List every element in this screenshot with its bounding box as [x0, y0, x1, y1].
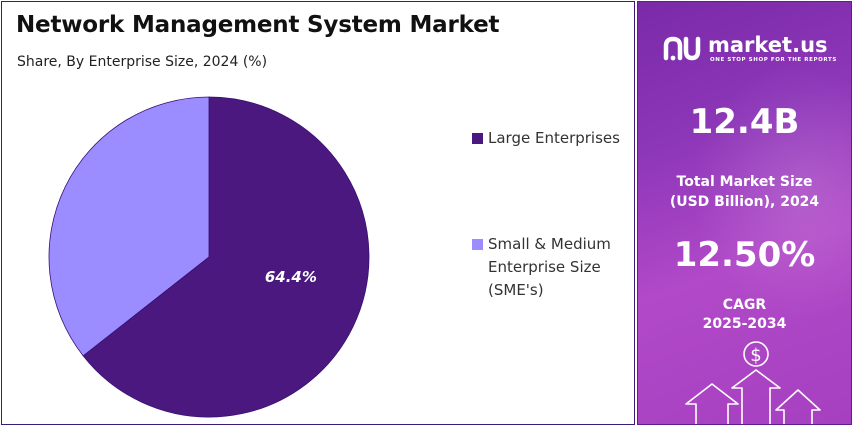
growth-arrow-icon: $	[685, 341, 821, 424]
legend-label-sme: Small & Medium Enterprise Size (SME's)	[488, 235, 611, 299]
brand-logo[interactable]: market.us ONE STOP SHOP FOR THE REPORTS	[662, 32, 842, 66]
cagr-period: 2025-2034	[702, 316, 787, 332]
legend-label-large-enterprises: Large Enterprises	[488, 129, 620, 147]
panel-background-glow	[691, 62, 851, 322]
currency-symbol: $	[750, 345, 761, 366]
market-size-value: 12.4B	[689, 102, 800, 142]
dollar-icon: $	[743, 341, 769, 367]
chart-subtitle: Share, By Enterprise Size, 2024 (%)	[17, 54, 268, 70]
brand-tagline: ONE STOP SHOP FOR THE REPORTS	[710, 57, 837, 63]
cagr-label: CAGR	[722, 297, 767, 313]
legend-swatch-sme	[472, 239, 483, 250]
market-size-label: Total Market Size (USD Billion), 2024	[669, 174, 820, 210]
pie-slice-large-enterprises	[82, 96, 370, 418]
legend-swatch-large-enterprises	[472, 133, 483, 144]
market-us-logo-icon	[663, 36, 701, 61]
pie-chart: 64.4%	[48, 96, 370, 418]
cagr-value: 12.50%	[673, 235, 816, 275]
brand-name: market.us	[708, 33, 828, 57]
chart-title: Network Management System Market	[16, 12, 500, 38]
stats-panel: market.us ONE STOP SHOP FOR THE REPORTS …	[637, 1, 852, 425]
pie-slice-sme	[48, 96, 210, 357]
pie-data-label: 64.4%	[265, 268, 317, 286]
chart-card: Network Management System Market Share, …	[1, 1, 635, 425]
